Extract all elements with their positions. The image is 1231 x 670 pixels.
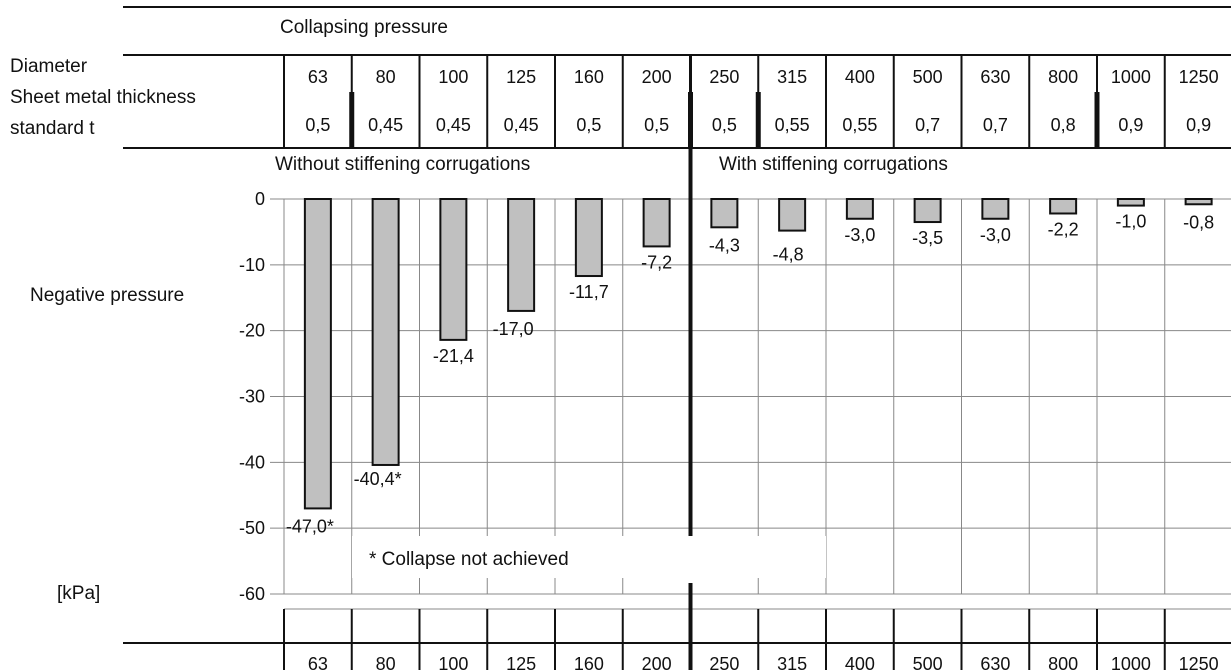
thickness-value: 0,5	[305, 115, 330, 135]
diameter-value: 160	[574, 67, 604, 87]
footer-diameter-value: 630	[980, 654, 1010, 670]
footer-diameter-value: 800	[1048, 654, 1078, 670]
data-label: -0,8	[1183, 212, 1214, 232]
y-tick-label: -50	[239, 518, 265, 538]
diameter-value: 1000	[1111, 67, 1151, 87]
row-label-standard-t: standard t	[10, 118, 95, 139]
diameter-value: 250	[709, 67, 739, 87]
data-label: -2,2	[1048, 219, 1079, 239]
y-tick-label: -60	[239, 584, 265, 604]
diameter-value: 200	[642, 67, 672, 87]
data-label: -47,0*	[286, 516, 334, 536]
data-label: -7,2	[641, 252, 672, 272]
y-axis-label: Negative pressure	[30, 285, 184, 306]
diameter-value: 80	[376, 67, 396, 87]
bar	[303, 198, 332, 510]
diameter-value: 125	[506, 67, 536, 87]
diameter-value: 500	[913, 67, 943, 87]
thickness-value: 0,45	[436, 115, 471, 135]
footer-diameter-value: 100	[438, 654, 468, 670]
data-label: -11,7	[569, 282, 609, 302]
thickness-value: 0,45	[368, 115, 403, 135]
diameter-value: 400	[845, 67, 875, 87]
data-label: -4,3	[709, 235, 740, 255]
label-layer: 0 -10 -20 -30 -40 -50 -60 63 0,5 63 -47,0* 80 0,45 80…	[239, 67, 1219, 670]
bar	[371, 198, 400, 466]
bar	[1116, 198, 1145, 207]
thickness-value: 0,8	[1051, 115, 1076, 135]
footer-diameter-value: 315	[777, 654, 807, 670]
footer-diameter-value: 80	[376, 654, 396, 670]
row-label-diameter: Diameter	[10, 56, 88, 77]
thickness-value: 0,9	[1118, 115, 1143, 135]
footer-diameter-value: 1000	[1111, 654, 1151, 670]
bar	[845, 198, 874, 220]
bar	[1049, 198, 1078, 215]
footer-diameter-value: 125	[506, 654, 536, 670]
thickness-value: 0,9	[1186, 115, 1211, 135]
diameter-value: 63	[308, 67, 328, 87]
data-label: -17,0	[493, 319, 534, 339]
footer-diameter-value: 500	[913, 654, 943, 670]
footer-diameter-value: 1250	[1179, 654, 1219, 670]
data-label: -4,8	[773, 245, 804, 265]
bar	[642, 198, 671, 248]
thickness-value: 0,5	[644, 115, 669, 135]
bar	[507, 198, 536, 312]
y-tick-label: -30	[239, 387, 265, 407]
bar	[710, 198, 739, 229]
bar	[913, 198, 942, 224]
diameter-value: 1250	[1179, 67, 1219, 87]
footer-diameter-value: 160	[574, 654, 604, 670]
grid-layer	[123, 6, 1231, 670]
bar	[439, 198, 468, 341]
diameter-value: 100	[438, 67, 468, 87]
footer-diameter-value: 200	[642, 654, 672, 670]
bar	[1184, 198, 1213, 206]
thickness-value: 0,55	[775, 115, 810, 135]
bar-layer	[303, 198, 1213, 510]
thickness-value: 0,7	[983, 115, 1008, 135]
diameter-value: 630	[980, 67, 1010, 87]
note-background	[352, 536, 826, 578]
y-tick-label: -40	[239, 452, 265, 472]
y-tick-label: 0	[255, 189, 265, 209]
thickness-value: 0,45	[504, 115, 539, 135]
thickness-value: 0,5	[576, 115, 601, 135]
data-label: -1,0	[1115, 212, 1146, 232]
diameter-value: 315	[777, 67, 807, 87]
data-label: -21,4	[433, 346, 474, 366]
diameter-value: 800	[1048, 67, 1078, 87]
y-tick-label: -20	[239, 321, 265, 341]
bar	[981, 198, 1010, 220]
data-label: -40,4*	[354, 469, 402, 489]
thickness-value: 0,7	[915, 115, 940, 135]
data-label: -3,5	[912, 228, 943, 248]
footer-diameter-value: 63	[308, 654, 328, 670]
data-label: -3,0	[844, 225, 875, 245]
row-label-thickness: Sheet metal thickness	[10, 87, 196, 108]
collapse-note: * Collapse not achieved	[369, 549, 569, 570]
bar	[778, 198, 807, 232]
footer-diameter-value: 400	[845, 654, 875, 670]
footer-diameter-value: 250	[709, 654, 739, 670]
data-label: -3,0	[980, 225, 1011, 245]
y-axis-unit: [kPa]	[57, 583, 100, 604]
thickness-value: 0,5	[712, 115, 737, 135]
section-label-with-corrugations: With stiffening corrugations	[719, 154, 948, 175]
thickness-value: 0,55	[842, 115, 877, 135]
bar	[574, 198, 603, 278]
chart-title: Collapsing pressure	[280, 17, 448, 38]
section-label-without-corrugations: Without stiffening corrugations	[275, 154, 530, 175]
y-tick-label: -10	[239, 255, 265, 275]
